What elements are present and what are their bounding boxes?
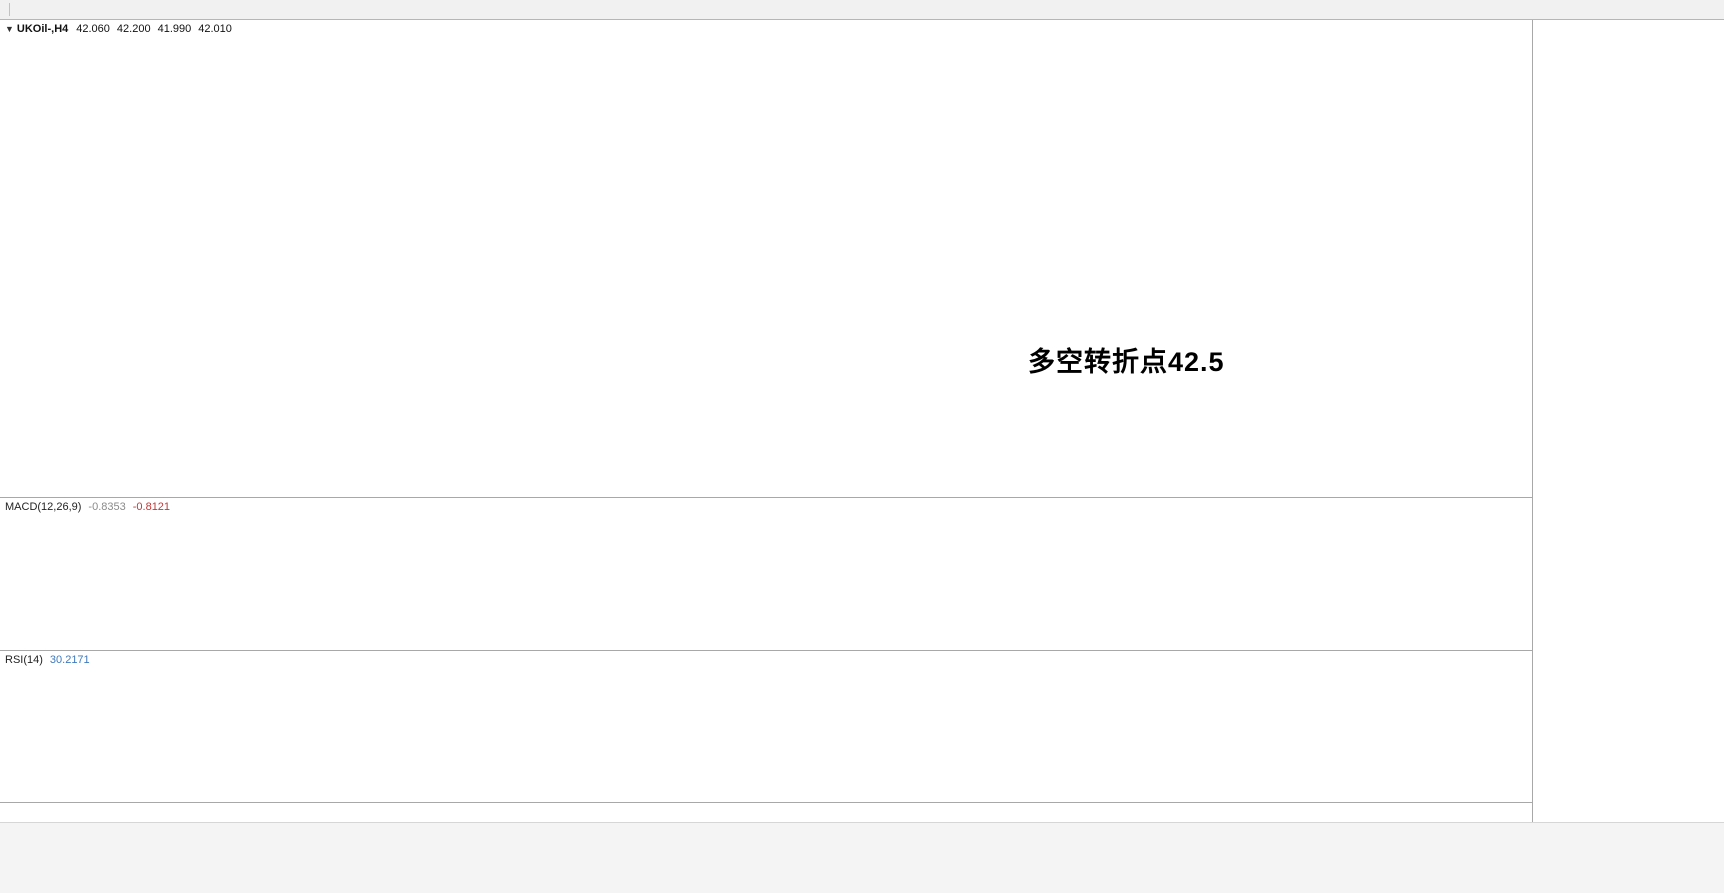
macd-main-value: -0.8353 bbox=[88, 501, 126, 513]
price-scale[interactable] bbox=[1533, 20, 1724, 822]
symbol-period-label: UKOil-,H4 bbox=[16, 23, 69, 35]
toolbar-separator bbox=[9, 3, 10, 16]
rsi-panel-separator[interactable] bbox=[0, 650, 1724, 651]
rsi-label: RSI(14) bbox=[5, 654, 43, 666]
chart-annotation-text[interactable]: 多空转折点42.5 bbox=[1028, 347, 1225, 377]
rsi-value: 30.2171 bbox=[49, 654, 90, 666]
quote-close: 42.010 bbox=[198, 23, 232, 35]
rsi-panel-canvas[interactable] bbox=[0, 651, 1532, 802]
chart-workspace: ▼ UKOil-,H4 42.060 42.200 41.990 42.010 MACD(… bbox=[0, 20, 1724, 893]
rsi-header: RSI(14) 30.2171 bbox=[5, 654, 90, 666]
main-chart-canvas[interactable] bbox=[0, 20, 1532, 497]
chart-header: ▼ UKOil-,H4 42.060 42.200 41.990 42.010 bbox=[5, 23, 239, 35]
macd-panel-separator[interactable] bbox=[0, 497, 1724, 498]
quote-open: 42.060 bbox=[76, 23, 110, 35]
macd-panel-canvas[interactable] bbox=[0, 498, 1532, 650]
toolbar bbox=[0, 0, 1724, 20]
macd-header: MACD(12,26,9) -0.8353 -0.8121 bbox=[5, 501, 170, 513]
quote-high: 42.200 bbox=[116, 23, 151, 35]
macd-signal-value: -0.8121 bbox=[132, 501, 171, 513]
quote-low: 41.990 bbox=[157, 23, 192, 35]
macd-label: MACD(12,26,9) bbox=[5, 501, 82, 513]
collapse-triangle-icon[interactable]: ▼ bbox=[5, 24, 14, 34]
price-scale-separator bbox=[1532, 20, 1533, 822]
bottom-strip bbox=[0, 822, 1724, 893]
time-axis[interactable] bbox=[0, 803, 1532, 822]
time-axis-separator bbox=[0, 802, 1724, 803]
